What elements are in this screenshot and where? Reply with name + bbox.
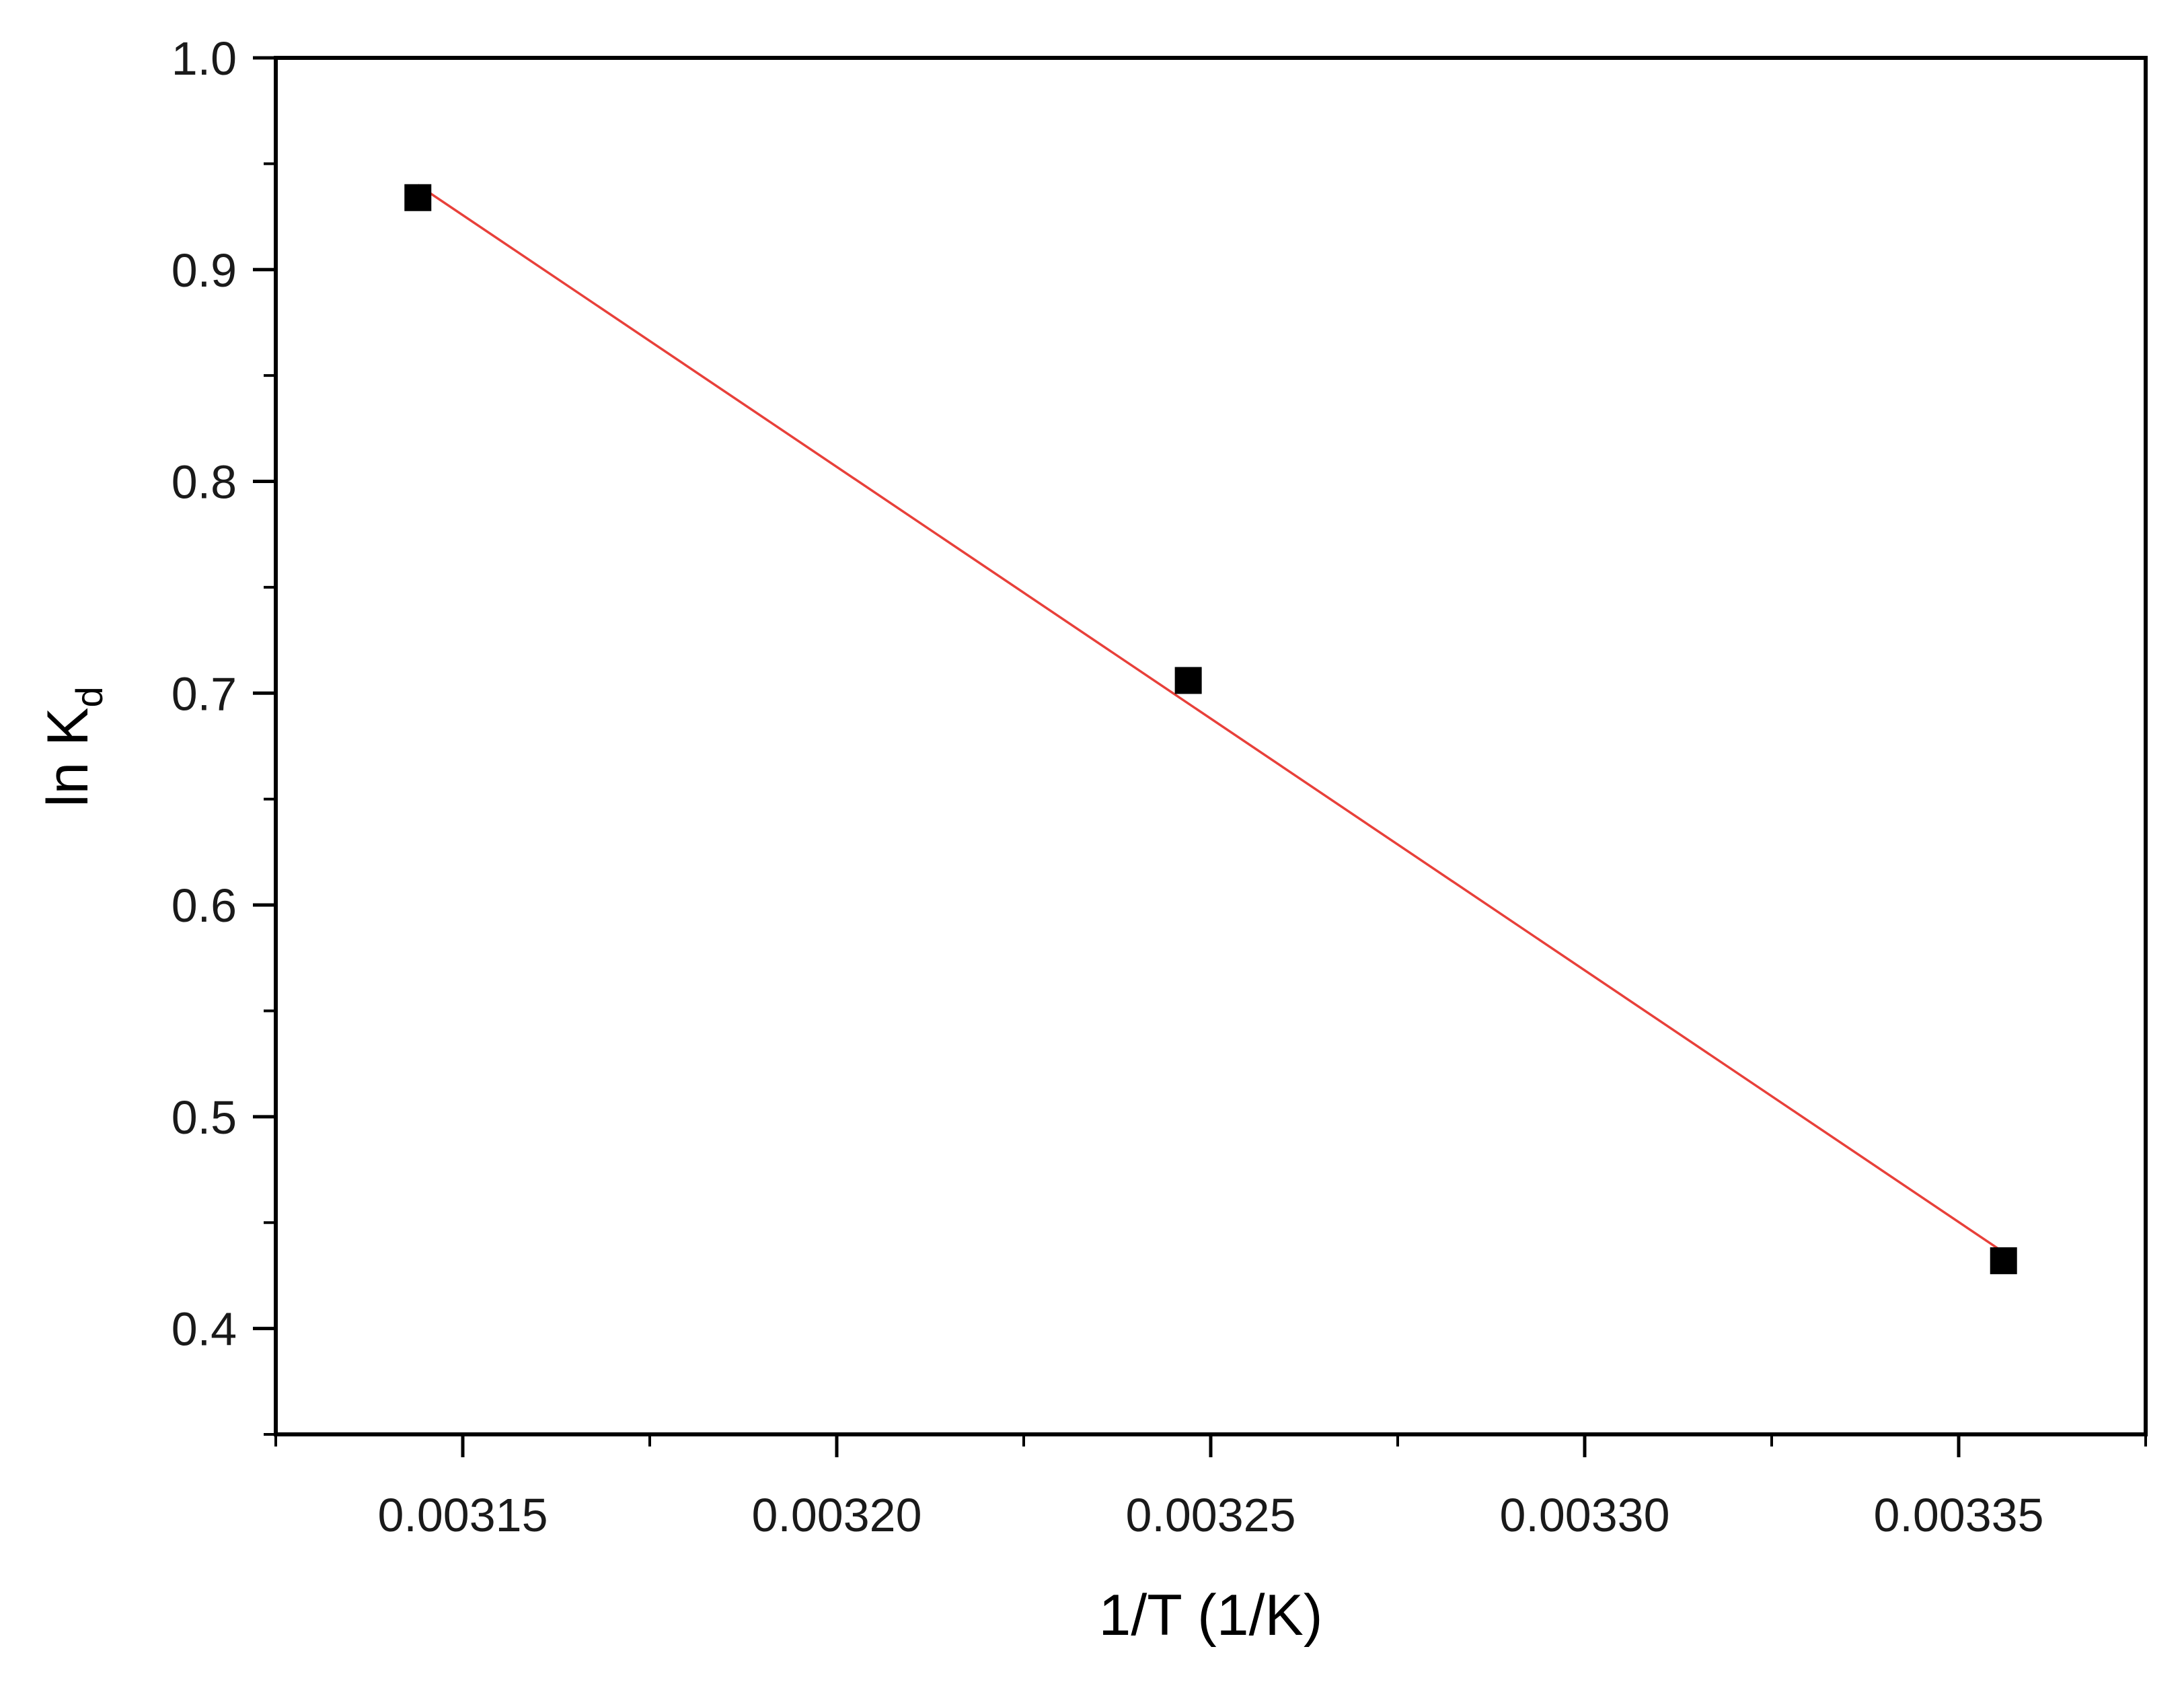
data-points <box>404 184 2017 1274</box>
data-point <box>1990 1247 2017 1274</box>
y-tick-label: 0.5 <box>172 1091 237 1144</box>
data-point <box>1174 667 1202 694</box>
x-tick-label: 0.00335 <box>1873 1489 2043 1541</box>
x-tick-label: 0.00330 <box>1499 1489 1669 1541</box>
data-point <box>404 184 432 211</box>
y-axis-title-main: ln K <box>36 707 100 807</box>
x-tick-label: 0.00320 <box>751 1489 921 1541</box>
y-tick-label: 0.6 <box>172 879 237 932</box>
y-tick-label: 0.7 <box>172 667 237 720</box>
fit-line <box>417 184 2004 1253</box>
y-tick-label: 0.9 <box>172 244 237 297</box>
svg-text:ln Kd: ln Kd <box>36 686 110 807</box>
y-axis-ticks: 0.4 0.5 0.6 0.7 0.8 0.9 1.0 <box>172 32 276 1436</box>
x-axis-title: 1/T (1/K) <box>1099 1583 1323 1648</box>
y-tick-label: 0.4 <box>172 1303 237 1356</box>
x-tick-label: 0.00325 <box>1125 1489 1295 1541</box>
x-tick-label: 0.00315 <box>377 1489 548 1541</box>
y-tick-label: 1.0 <box>172 32 237 85</box>
y-tick-label: 0.8 <box>172 456 237 509</box>
plot-frame <box>274 56 2148 1436</box>
y-axis-title-subscript: d <box>68 686 110 707</box>
y-axis-title: ln Kd <box>36 686 110 807</box>
x-axis-ticks: 0.00315 0.00320 0.00325 0.00330 0.00335 <box>274 1434 2147 1541</box>
fit-line-group <box>417 184 2004 1253</box>
